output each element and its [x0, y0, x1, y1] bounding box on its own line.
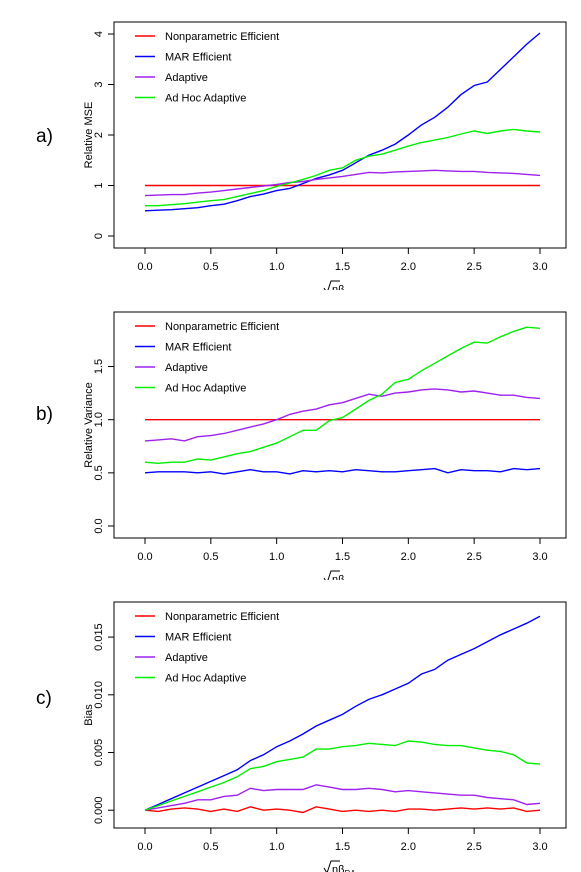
- c-series-line-4: [144, 740, 541, 811]
- x-tick-label: 2.5: [467, 261, 482, 273]
- y-axis-label: Relative MSE: [83, 102, 95, 169]
- x-tick-label: 1.5: [335, 261, 350, 273]
- legend-label: Nonparametric Efficient: [165, 611, 279, 623]
- c-series-line-3: [144, 784, 541, 811]
- x-tick-label: 2.0: [401, 551, 416, 563]
- b-series-line-3: [144, 388, 541, 442]
- x-tick-label: 3.0: [532, 841, 547, 853]
- legend-label: Adaptive: [165, 652, 208, 664]
- y-tick-label: 0.015: [93, 623, 105, 651]
- y-tick-label: 0.005: [93, 739, 105, 767]
- chart-c: 0.0 0.5 1.0 1.5 2.0 2.5 3.0 0.000 0.005 0.010 0.01…: [83, 601, 567, 872]
- panel-label-c: c): [36, 688, 52, 709]
- plot-frame: [113, 601, 567, 829]
- x-tick-label: 0.5: [203, 261, 218, 273]
- legend-label: Adaptive: [165, 72, 208, 84]
- sqrt-symbol: [323, 860, 340, 872]
- b-series-line-4: [144, 326, 541, 465]
- c-series-line-2: [144, 615, 541, 811]
- x-tick-label: 1.0: [269, 261, 284, 273]
- y-tick-label: 0.010: [93, 681, 105, 709]
- legend-label: Nonparametric Efficient: [165, 31, 279, 43]
- x-axis-label: nβRA: [332, 574, 356, 580]
- x-tick-label: 1.5: [335, 841, 350, 853]
- plot-frame: [113, 311, 567, 539]
- y-tick-label: 4: [93, 31, 105, 37]
- y-tick-label: 0.5: [93, 465, 105, 480]
- x-axis-label: nβRA: [332, 864, 356, 872]
- sqrt-symbol: [323, 280, 340, 290]
- y-tick-label: 1.0: [93, 412, 105, 427]
- x-tick-label: 3.0: [532, 261, 547, 273]
- panel-label-b: b): [36, 404, 53, 425]
- sqrt-symbol: [323, 570, 340, 580]
- b-series-line-2: [144, 467, 541, 475]
- chart-a: 0.0 0.5 1.0 1.5 2.0 2.5 3.0 0 1 2 3 4 Relative MSE nβ…: [83, 21, 567, 290]
- y-tick-label: 0.000: [93, 796, 105, 824]
- x-tick-label: 0.0: [137, 551, 152, 563]
- y-tick-label: 1.5: [93, 359, 105, 374]
- y-axis-label: Bias: [83, 704, 95, 726]
- panel-a: a) 0.0 0.5 1.0 1.5 2.0 2.5 3.0 0 1 2 3 4 Relative MS…: [0, 0, 581, 290]
- a-series-line-2: [144, 32, 541, 212]
- legend-label: MAR Efficient: [165, 632, 231, 644]
- panel-c: c) 0.0 0.5 1.0 1.5 2.0 2.5 3.0 0.000 0.005 0.010 0…: [0, 580, 581, 872]
- y-tick-label: 2: [93, 132, 105, 138]
- legend-label: MAR Efficient: [165, 342, 231, 354]
- y-tick-label: 1: [93, 182, 105, 188]
- x-tick-label: 1.5: [335, 551, 350, 563]
- legend-label: Ad Hoc Adaptive: [165, 383, 246, 395]
- y-tick-label: 3: [93, 81, 105, 87]
- legend-label: Ad Hoc Adaptive: [165, 673, 246, 685]
- chart-b: 0.0 0.5 1.0 1.5 2.0 2.5 3.0 0.0 0.5 1.0 1.5 Relativ…: [83, 311, 567, 580]
- x-tick-label: 0.0: [137, 841, 152, 853]
- y-axis-label: Relative Variance: [83, 382, 95, 467]
- a-series-line-4: [145, 128, 541, 207]
- panel-label-a: a): [36, 126, 53, 147]
- x-tick-label: 0.0: [137, 261, 152, 273]
- legend-label: Ad Hoc Adaptive: [165, 93, 246, 105]
- legend-label: Adaptive: [165, 362, 208, 374]
- legend-label: Nonparametric Efficient: [165, 321, 279, 333]
- x-tick-label: 1.0: [269, 551, 284, 563]
- x-tick-label: 3.0: [532, 551, 547, 563]
- x-tick-label: 2.0: [401, 261, 416, 273]
- panel-b: b) 0.0 0.5 1.0 1.5 2.0 2.5 3.0 0.0 0.5 1.0 1.5 Rela…: [0, 290, 581, 580]
- c-series-line-1: [144, 806, 541, 814]
- x-axis-label: nβRA: [332, 284, 356, 290]
- x-tick-label: 2.5: [467, 841, 482, 853]
- x-tick-label: 2.5: [467, 551, 482, 563]
- x-tick-label: 1.0: [269, 841, 284, 853]
- legend-label: MAR Efficient: [165, 52, 231, 64]
- x-tick-label: 0.5: [203, 841, 218, 853]
- a-series-line-3: [144, 169, 541, 197]
- y-tick-label: 0.0: [93, 518, 105, 533]
- y-tick-label: 0: [93, 233, 105, 239]
- x-tick-label: 2.0: [401, 841, 416, 853]
- x-tick-label: 0.5: [203, 551, 218, 563]
